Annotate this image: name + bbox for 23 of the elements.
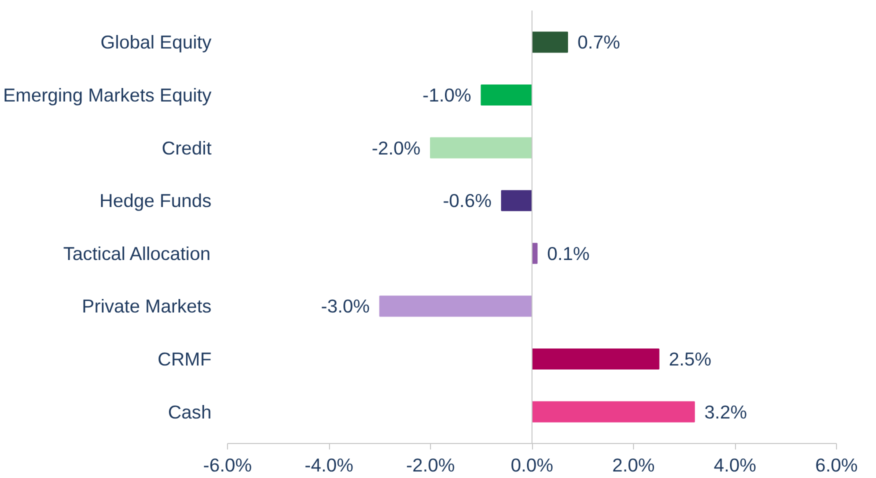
y-tick-label: Credit [162,137,212,158]
x-tick-label: 2.0% [612,454,655,476]
data-label: 2.5% [668,348,712,370]
data-label: 3.2% [704,401,747,422]
y-tick-label: Emerging Markets Equity [3,84,212,106]
y-tick-label: Tactical Allocation [63,242,210,264]
y-tick-label: Hedge Funds [99,190,212,212]
y-tick-label: Global Equity [100,32,212,53]
x-tick-label: 0.0% [510,454,554,476]
y-tick-label: Private Markets [82,296,212,317]
x-tick-label: -6.0% [203,454,252,476]
data-label: -0.6% [442,190,492,212]
data-label: -3.0% [321,296,370,317]
y-tick-label: Cash [168,401,212,422]
x-tick-label: -4.0% [304,454,354,476]
data-label: 0.7% [578,32,620,53]
data-label: -2.0% [372,137,421,158]
data-label: 0.1% [547,242,590,264]
x-tick-label: 6.0% [815,454,858,476]
data-label: -1.0% [422,84,472,106]
y-tick-label: CRMF [158,348,212,370]
x-tick-label: -2.0% [406,454,455,476]
x-tick-label: 4.0% [714,454,756,476]
